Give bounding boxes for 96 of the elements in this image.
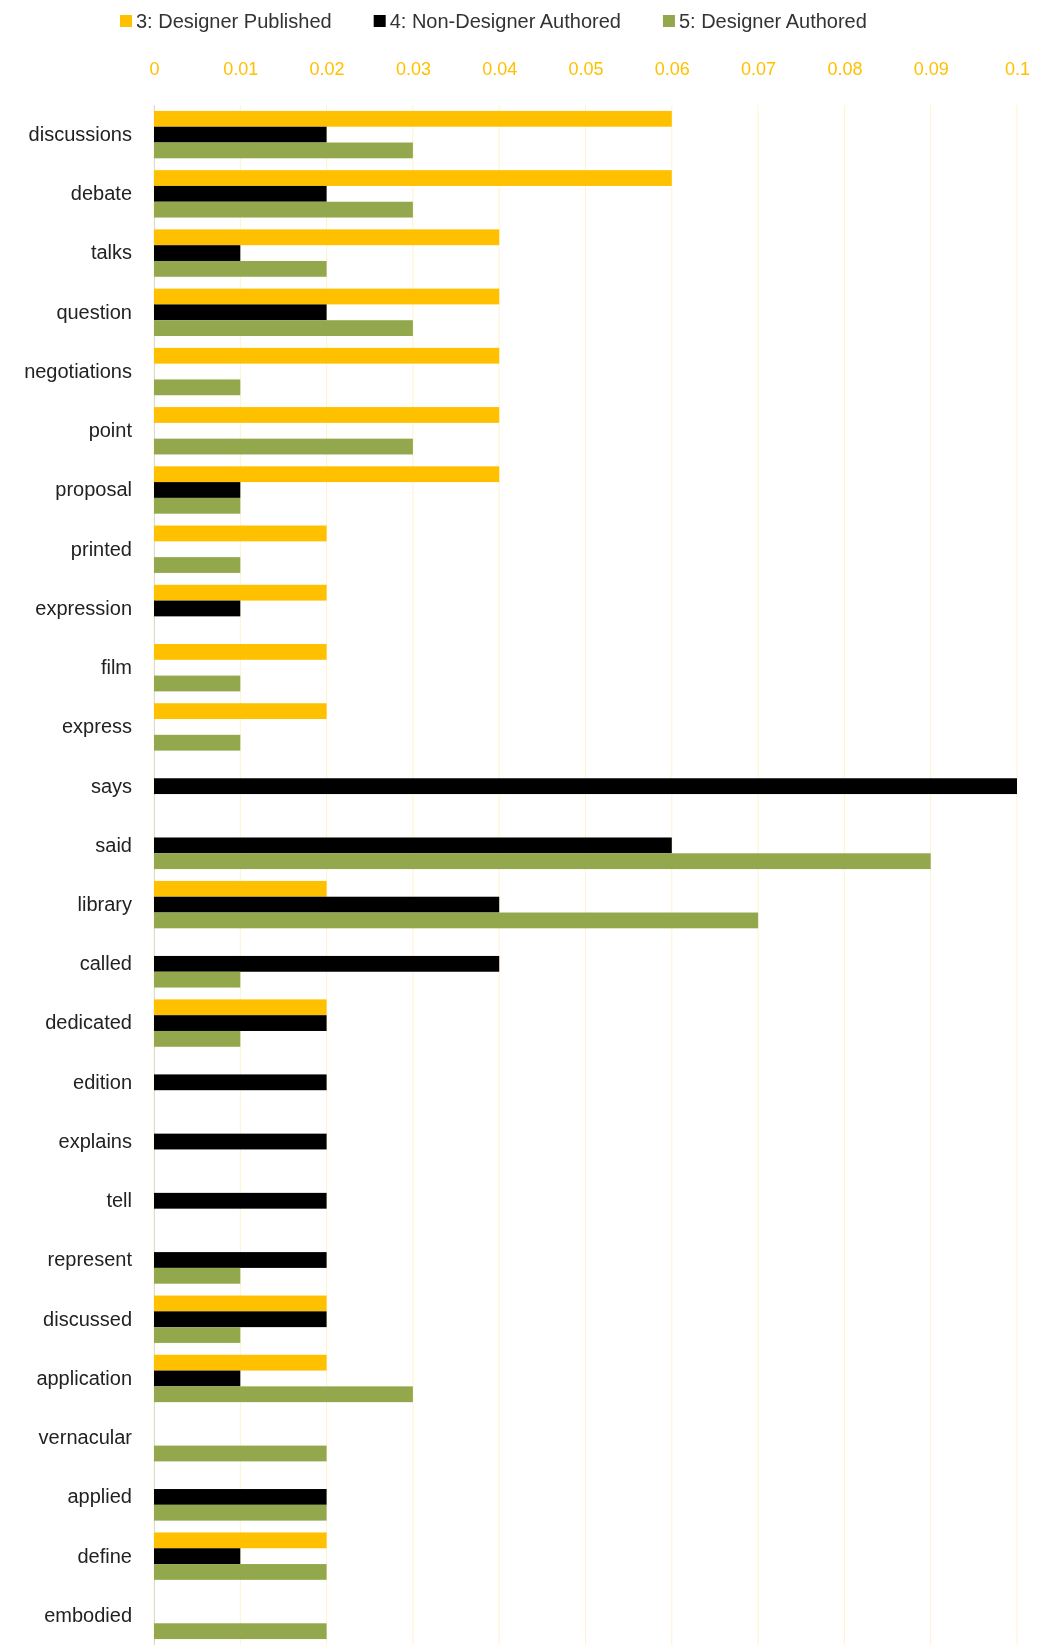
bar	[154, 466, 500, 483]
bar	[154, 644, 327, 660]
x-tick-label: 0.06	[654, 59, 690, 79]
y-tick-label: library	[77, 893, 132, 916]
bar	[154, 955, 500, 972]
x-tick-label: 0.04	[482, 59, 518, 79]
y-tick-label: debate	[70, 182, 132, 205]
bar	[154, 1504, 327, 1521]
bar	[154, 110, 672, 127]
y-tick-label: applied	[67, 1485, 132, 1508]
x-tick-label: 0.01	[223, 59, 259, 79]
legend-label: 3: Designer Published	[136, 10, 332, 32]
bar	[154, 1267, 241, 1284]
y-tick-label: said	[95, 833, 132, 856]
bar	[154, 734, 241, 751]
y-tick-label: negotiations	[24, 359, 132, 382]
bar	[154, 971, 241, 988]
y-tick-label: define	[77, 1544, 132, 1567]
bar	[154, 142, 413, 159]
y-tick-label: represent	[47, 1248, 133, 1271]
x-tick-label: 0.09	[913, 59, 949, 79]
bar	[154, 557, 241, 573]
bar	[154, 1354, 327, 1371]
bar	[154, 1548, 241, 1565]
y-tick-label: point	[88, 419, 133, 442]
bar	[154, 1623, 327, 1640]
y-tick-label: dedicated	[45, 1011, 132, 1034]
bar	[154, 1489, 327, 1505]
bar	[154, 1327, 241, 1343]
bar	[154, 1532, 327, 1549]
y-tick-label: discussions	[28, 123, 132, 146]
bar	[154, 438, 413, 455]
y-tick-label: explains	[58, 1129, 132, 1152]
bar	[154, 170, 672, 186]
y-tick-label: edition	[73, 1070, 132, 1093]
bar	[154, 584, 327, 601]
bar	[154, 126, 327, 143]
y-tick-label: embodied	[44, 1603, 132, 1626]
bar	[154, 245, 241, 261]
bar	[154, 497, 241, 514]
bar	[154, 896, 500, 913]
bar	[154, 407, 500, 423]
bar	[154, 1030, 241, 1047]
bar	[154, 185, 327, 202]
bar	[154, 201, 413, 218]
bar	[154, 229, 500, 246]
y-tick-label: called	[79, 952, 132, 975]
x-tick-label: 0	[149, 59, 160, 79]
bar	[154, 1311, 327, 1328]
bar	[154, 1386, 413, 1403]
legend-label: 4: Non-Designer Authored	[389, 10, 621, 32]
bar	[154, 482, 241, 498]
y-tick-label: tell	[106, 1189, 132, 1212]
bar	[154, 1252, 327, 1268]
bar	[154, 260, 327, 277]
y-tick-label: question	[56, 300, 132, 323]
bar	[154, 1074, 327, 1091]
bar	[154, 379, 241, 396]
bar	[154, 347, 500, 364]
bar	[154, 320, 413, 336]
y-tick-label: proposal	[55, 478, 132, 501]
bar	[154, 853, 931, 870]
y-tick-label: printed	[70, 537, 132, 560]
y-tick-label: film	[100, 656, 132, 679]
bar	[154, 1015, 327, 1031]
bar	[154, 1370, 241, 1387]
bar	[154, 525, 327, 542]
x-tick-label: 0.08	[827, 59, 863, 79]
y-tick-label: express	[61, 715, 132, 738]
bar	[154, 778, 1017, 795]
x-tick-label: 0.1	[1004, 59, 1031, 79]
y-tick-label: discussed	[43, 1307, 132, 1330]
bar	[154, 1564, 327, 1580]
y-tick-label: says	[90, 774, 132, 797]
bar	[154, 880, 327, 897]
bar	[154, 304, 327, 321]
bar	[154, 999, 327, 1016]
bar	[154, 1192, 327, 1209]
x-tick-label: 0.05	[568, 59, 604, 79]
bar	[154, 600, 241, 617]
bar	[154, 1445, 327, 1462]
x-tick-label: 0.07	[741, 59, 777, 79]
y-tick-label: talks	[90, 241, 132, 264]
bar	[154, 703, 327, 720]
x-tick-label: 0.02	[309, 59, 345, 79]
y-tick-label: application	[36, 1366, 132, 1389]
legend-label: 5: Designer Authored	[678, 10, 867, 32]
bar	[154, 837, 672, 854]
bar	[154, 288, 500, 305]
bar	[154, 912, 759, 929]
y-tick-label: vernacular	[38, 1426, 133, 1449]
bar	[154, 675, 241, 692]
y-tick-label: expression	[35, 596, 132, 619]
x-tick-label: 0.03	[395, 59, 431, 79]
bar	[154, 1133, 327, 1150]
bar	[154, 1295, 327, 1312]
